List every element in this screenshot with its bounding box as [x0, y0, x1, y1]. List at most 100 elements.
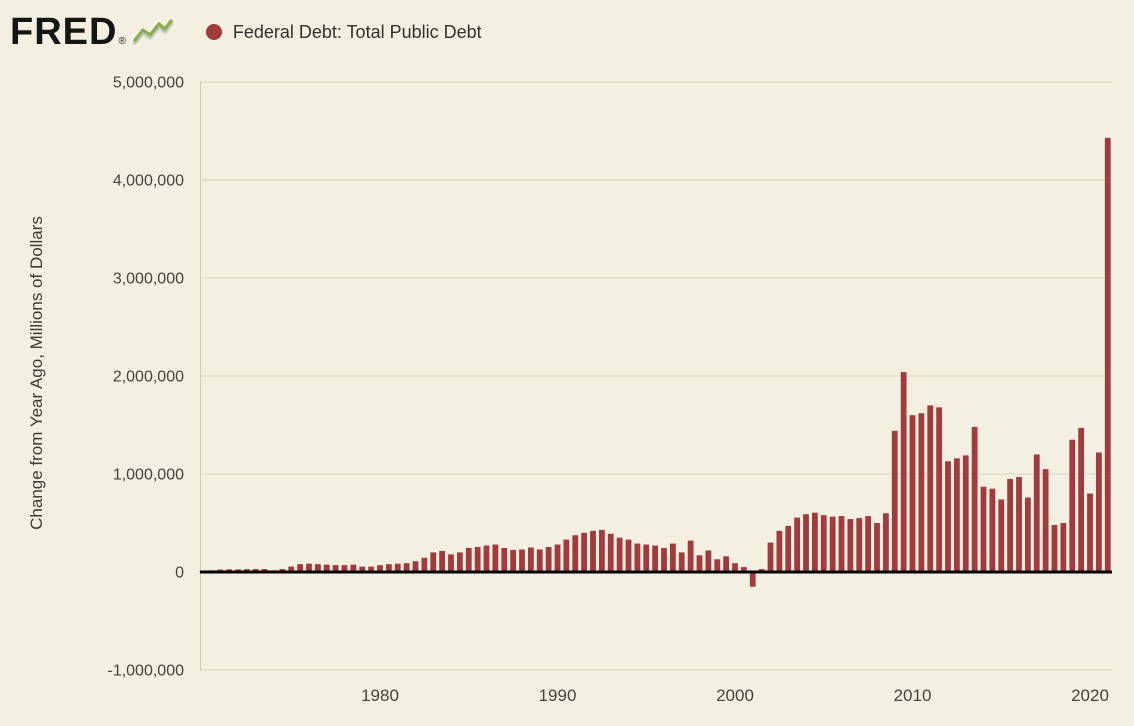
bar[interactable]	[519, 549, 525, 572]
legend-label: Federal Debt: Total Public Debt	[232, 21, 482, 42]
bar[interactable]	[1033, 454, 1040, 572]
bar[interactable]	[687, 540, 694, 572]
bar[interactable]	[536, 549, 543, 572]
bar[interactable]	[527, 547, 534, 573]
bar[interactable]	[705, 550, 712, 572]
bar[interactable]	[989, 488, 996, 572]
bar[interactable]	[829, 516, 836, 572]
bar[interactable]	[1104, 137, 1111, 573]
bar[interactable]	[936, 407, 943, 572]
bar[interactable]	[332, 565, 339, 572]
bar[interactable]	[820, 515, 827, 572]
bar[interactable]	[838, 516, 845, 572]
bar[interactable]	[652, 545, 659, 572]
bar[interactable]	[421, 557, 428, 572]
bar[interactable]	[394, 563, 401, 572]
bar[interactable]	[412, 561, 419, 572]
bar[interactable]	[900, 372, 907, 572]
bar[interactable]	[749, 572, 756, 587]
bar[interactable]	[377, 565, 383, 572]
bar[interactable]	[581, 532, 588, 572]
x-tick-label: 1980	[361, 686, 399, 705]
bar[interactable]	[767, 542, 774, 572]
bar[interactable]	[483, 545, 490, 572]
bar[interactable]	[545, 547, 552, 572]
bar[interactable]	[998, 499, 1005, 572]
bar[interactable]	[598, 529, 605, 572]
fred-logo[interactable]: FRED ®	[10, 13, 174, 51]
y-tick-label: 4,000,000	[113, 173, 184, 190]
bar[interactable]	[1024, 497, 1031, 572]
bar[interactable]	[368, 566, 375, 572]
bar[interactable]	[891, 430, 898, 572]
bar[interactable]	[323, 564, 330, 572]
bar[interactable]	[1016, 476, 1022, 572]
bar[interactable]	[1051, 524, 1058, 572]
bar[interactable]	[1042, 469, 1049, 572]
bar[interactable]	[616, 537, 623, 572]
bar[interactable]	[1087, 493, 1093, 572]
bar[interactable]	[696, 555, 703, 572]
bar[interactable]	[643, 544, 650, 572]
bar[interactable]	[918, 413, 925, 572]
bar[interactable]	[385, 564, 392, 572]
bar[interactable]	[776, 530, 783, 572]
bar[interactable]	[945, 461, 951, 572]
bar[interactable]	[980, 486, 987, 572]
bar[interactable]	[456, 552, 463, 572]
bar[interactable]	[403, 563, 410, 572]
bar[interactable]	[1095, 452, 1102, 572]
bar[interactable]	[962, 455, 969, 572]
bar[interactable]	[669, 543, 676, 572]
bar[interactable]	[732, 563, 738, 572]
bar[interactable]	[874, 523, 880, 572]
bar[interactable]	[740, 567, 747, 572]
bar[interactable]	[572, 535, 579, 572]
bar[interactable]	[563, 539, 570, 572]
bar[interactable]	[625, 539, 632, 572]
bar[interactable]	[661, 547, 667, 572]
bar[interactable]	[314, 564, 321, 572]
bar[interactable]	[785, 525, 792, 572]
bar[interactable]	[794, 517, 801, 572]
bar[interactable]	[971, 426, 978, 572]
bar[interactable]	[803, 514, 809, 572]
bar[interactable]	[634, 543, 641, 572]
bar[interactable]	[350, 564, 357, 572]
bar[interactable]	[448, 554, 454, 572]
bar[interactable]	[1078, 427, 1085, 572]
bar[interactable]	[465, 547, 472, 572]
bar[interactable]	[1069, 439, 1076, 572]
bar[interactable]	[554, 544, 561, 572]
bar[interactable]	[678, 552, 685, 572]
bar[interactable]	[1060, 523, 1067, 572]
bar[interactable]	[909, 415, 916, 572]
bar[interactable]	[590, 530, 596, 572]
bar[interactable]	[439, 550, 446, 572]
bar[interactable]	[847, 519, 854, 572]
bar[interactable]	[501, 547, 508, 572]
bar[interactable]	[1007, 478, 1014, 572]
bar[interactable]	[953, 458, 960, 572]
bar[interactable]	[306, 563, 312, 572]
bar[interactable]	[811, 512, 818, 572]
bar[interactable]	[723, 556, 730, 572]
bar[interactable]	[341, 565, 348, 572]
bar[interactable]	[297, 564, 304, 572]
bar[interactable]	[510, 549, 517, 572]
bar[interactable]	[714, 559, 721, 572]
bar[interactable]	[474, 547, 481, 572]
bar[interactable]	[492, 544, 499, 572]
bar[interactable]	[882, 513, 889, 572]
bar[interactable]	[430, 552, 437, 572]
bar[interactable]	[359, 566, 366, 572]
bar[interactable]	[607, 533, 614, 572]
y-tick-label: 2,000,000	[113, 369, 184, 386]
bar[interactable]	[865, 516, 872, 572]
bar[interactable]	[856, 518, 863, 572]
y-tick-label: 0	[175, 565, 184, 582]
bar[interactable]	[288, 566, 295, 572]
x-tick-label: 1990	[539, 686, 577, 705]
bar[interactable]	[927, 405, 934, 572]
legend-dot	[205, 24, 222, 40]
